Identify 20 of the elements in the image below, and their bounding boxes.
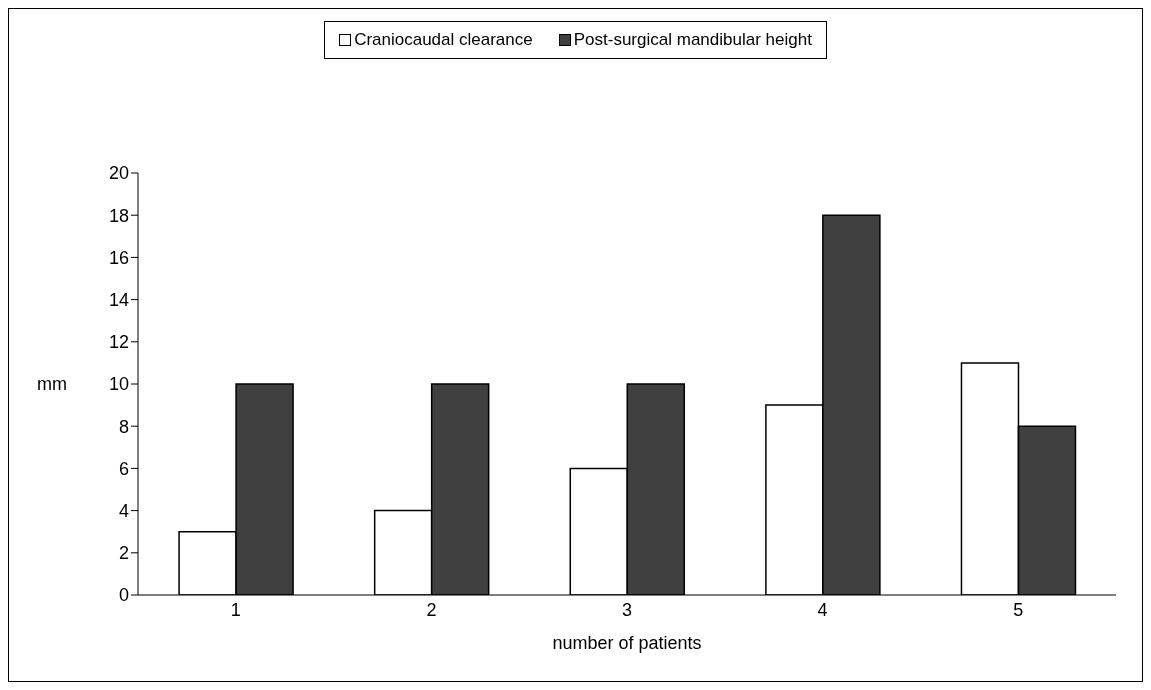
y-tick-label: 18 xyxy=(108,205,129,226)
y-tick-label: 0 xyxy=(118,585,129,606)
legend-label: Craniocaudal clearance xyxy=(354,30,533,50)
y-tick-label: 16 xyxy=(108,247,129,268)
y-tick-label: 14 xyxy=(108,289,129,310)
y-tick-label: 6 xyxy=(118,458,129,479)
y-tick-label: 12 xyxy=(108,332,129,353)
y-tick-label: 8 xyxy=(118,416,129,437)
x-tick-label: 5 xyxy=(1013,599,1024,620)
x-tick-label: 2 xyxy=(426,599,437,620)
y-tick-label: 4 xyxy=(118,500,129,521)
legend-label: Post-surgical mandibular height xyxy=(573,30,812,50)
x-tick-label: 1 xyxy=(230,599,241,620)
x-axis-title: number of patients xyxy=(552,633,702,653)
y-tick-label: 10 xyxy=(108,374,129,395)
y-tick-label: 20 xyxy=(108,163,129,184)
x-tick-label: 4 xyxy=(817,599,828,620)
x-tick-label: 3 xyxy=(621,599,633,620)
y-axis-title: mm xyxy=(37,374,67,395)
y-tick-label: 2 xyxy=(118,543,129,564)
